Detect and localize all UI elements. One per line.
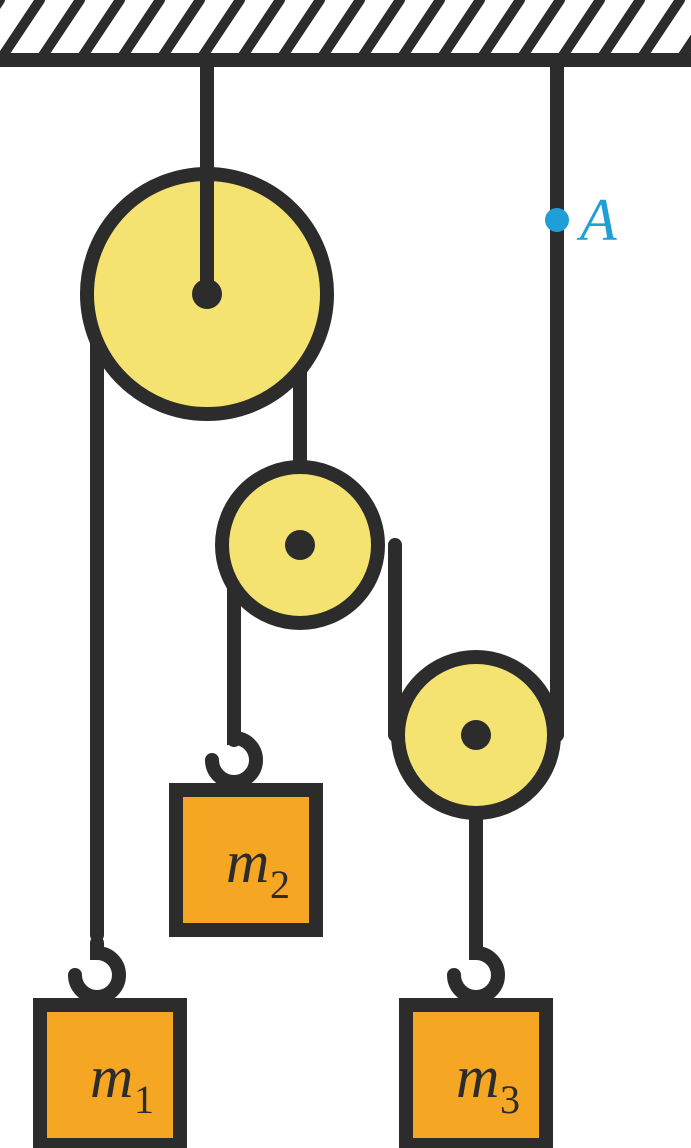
point-a-label: A [576, 187, 617, 253]
mass-m2-label: m [226, 829, 269, 895]
mass-m1-label-sub: 1 [134, 1077, 154, 1122]
pulley-2 [222, 467, 378, 623]
mass-m1-label: m [90, 1044, 133, 1110]
mass-m3-label-sub: 3 [500, 1077, 520, 1122]
pulley-3 [398, 657, 554, 813]
mass-m3-label: m [456, 1044, 499, 1110]
point-a-marker [545, 208, 569, 232]
mass-m2-label-sub: 2 [270, 862, 290, 907]
